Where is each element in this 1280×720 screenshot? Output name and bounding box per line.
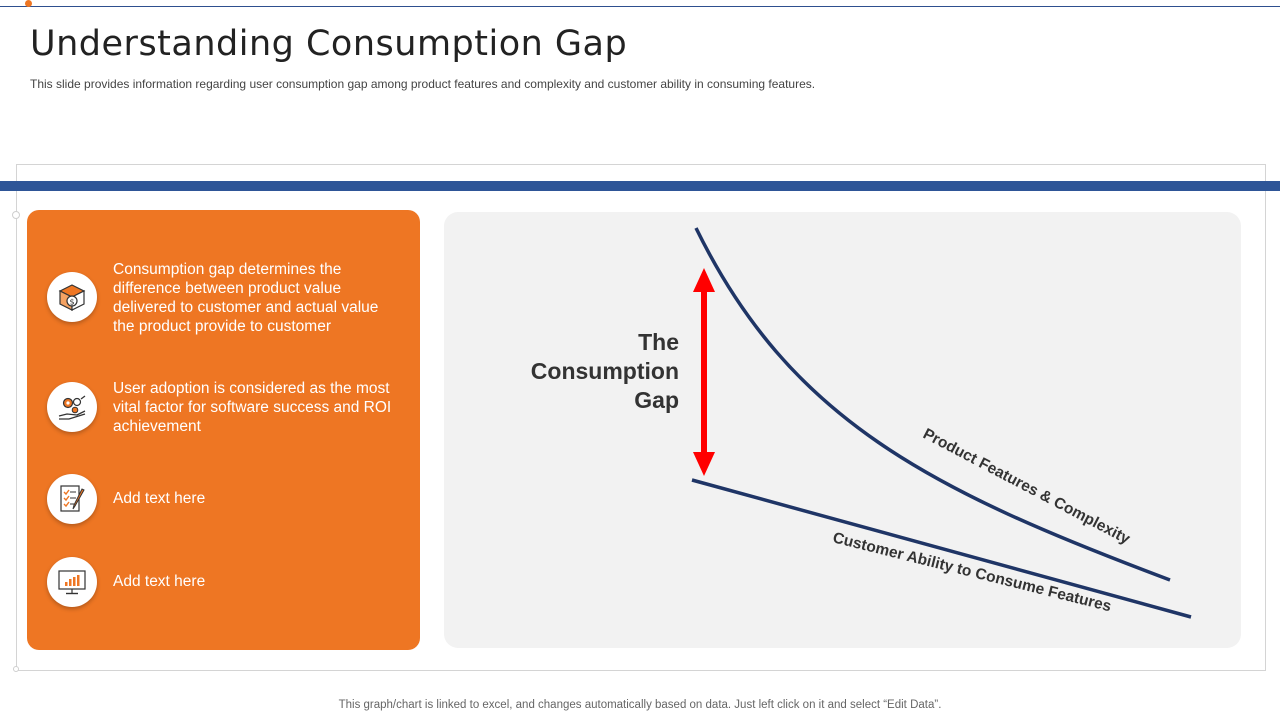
slide-title: Understanding Consumption Gap [30,24,628,64]
diagram-panel [444,212,1241,648]
hand-gears-icon [47,382,97,432]
monitor-chart-icon [47,557,97,607]
checklist-pen-icon [47,474,97,524]
gap-arrow [693,268,715,476]
customer-ability-line [690,478,1193,619]
item-text: Consumption gap determines the differenc… [113,261,379,335]
frame-handle-dot [13,666,19,672]
slide-subtitle: This slide provides information regardin… [30,77,816,91]
top-accent-dot [25,0,32,7]
svg-text:$: $ [69,298,74,307]
blue-band [0,181,1280,191]
item-text: Add text here [113,490,206,507]
frame-handle-dot [12,211,20,219]
footer-note: This graph/chart is linked to excel, and… [338,699,942,711]
content-frame [16,164,1266,671]
top-rule [0,6,1280,7]
info-panel: $ Consumption gap determines the differe… [27,210,420,650]
money-box-icon: $ [47,272,97,322]
gap-label: The Consumption Gap [530,329,679,413]
item-text: Add text here [113,573,206,590]
item-text: User adoption is considered as the most … [113,380,392,435]
